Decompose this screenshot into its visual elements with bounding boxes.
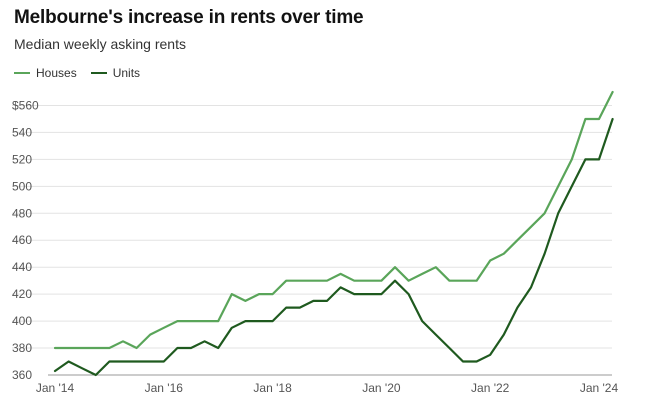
legend-swatch-units bbox=[90, 72, 107, 74]
series-line-units bbox=[53, 117, 614, 377]
y-tick-480: 480 bbox=[12, 206, 32, 220]
legend-item-units: Units bbox=[90, 66, 141, 80]
y-tick-560: $560 bbox=[12, 98, 39, 112]
gridlines bbox=[12, 104, 612, 349]
series-line-houses bbox=[53, 90, 614, 350]
series-lines bbox=[53, 90, 614, 377]
y-tick-520: 520 bbox=[12, 152, 32, 166]
y-tick-380: 380 bbox=[12, 341, 32, 355]
chart-title: Melbourne's increase in rents over time bbox=[14, 7, 364, 28]
y-tick-460: 460 bbox=[12, 233, 32, 247]
y-tick-440: 440 bbox=[12, 260, 32, 274]
x-axis-ticks: Jan '14 Jan '16 Jan '18 Jan '20 Jan '22 Jan '… bbox=[36, 381, 619, 395]
x-tick-2020-01: Jan '20 bbox=[362, 381, 401, 395]
y-tick-400: 400 bbox=[12, 314, 32, 328]
x-tick-2014-01: Jan '14 bbox=[36, 381, 75, 395]
chart-subtitle: Median weekly asking rents bbox=[14, 36, 186, 52]
y-tick-500: 500 bbox=[12, 179, 32, 193]
legend-item-houses: Houses bbox=[14, 66, 77, 80]
x-tick-2016-01: Jan '16 bbox=[145, 381, 184, 395]
y-axis-ticks: 360 380 400 420 440 460 480 500 520 540 $560 bbox=[12, 98, 39, 382]
legend-swatch-houses bbox=[14, 72, 30, 74]
y-tick-420: 420 bbox=[12, 287, 32, 301]
x-tick-2022-01: Jan '22 bbox=[471, 381, 510, 395]
legend-label-houses: Houses bbox=[36, 66, 77, 80]
chart-legend: Houses Units bbox=[14, 66, 154, 80]
y-tick-540: 540 bbox=[12, 125, 32, 139]
x-tick-2024-01: Jan '24 bbox=[580, 381, 619, 395]
legend-label-units: Units bbox=[112, 66, 141, 80]
y-tick-360: 360 bbox=[12, 368, 32, 382]
x-tick-2018-01: Jan '18 bbox=[253, 381, 292, 395]
